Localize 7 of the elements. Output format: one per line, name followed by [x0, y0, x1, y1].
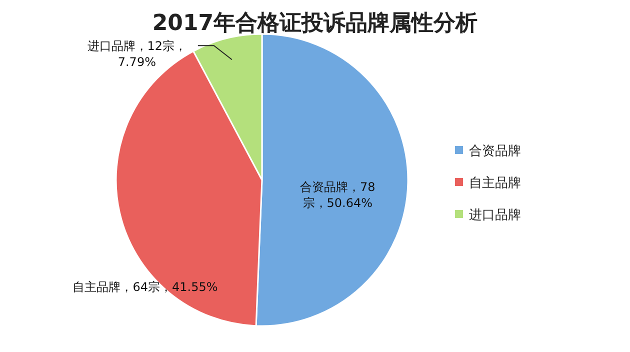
legend-label: 自主品牌 — [469, 175, 521, 191]
data-label: 合资品牌，78宗，50.64% — [299, 179, 376, 212]
data-label: 进口品牌，12宗，7.79% — [86, 38, 188, 70]
legend-label: 合资品牌 — [469, 144, 521, 159]
data-label: 自主品牌，64宗，41.55% — [72, 279, 219, 296]
legend-label: 进口品牌 — [469, 208, 521, 223]
chart-title: 2017年合格证投诉品牌属性分析 — [152, 11, 478, 36]
